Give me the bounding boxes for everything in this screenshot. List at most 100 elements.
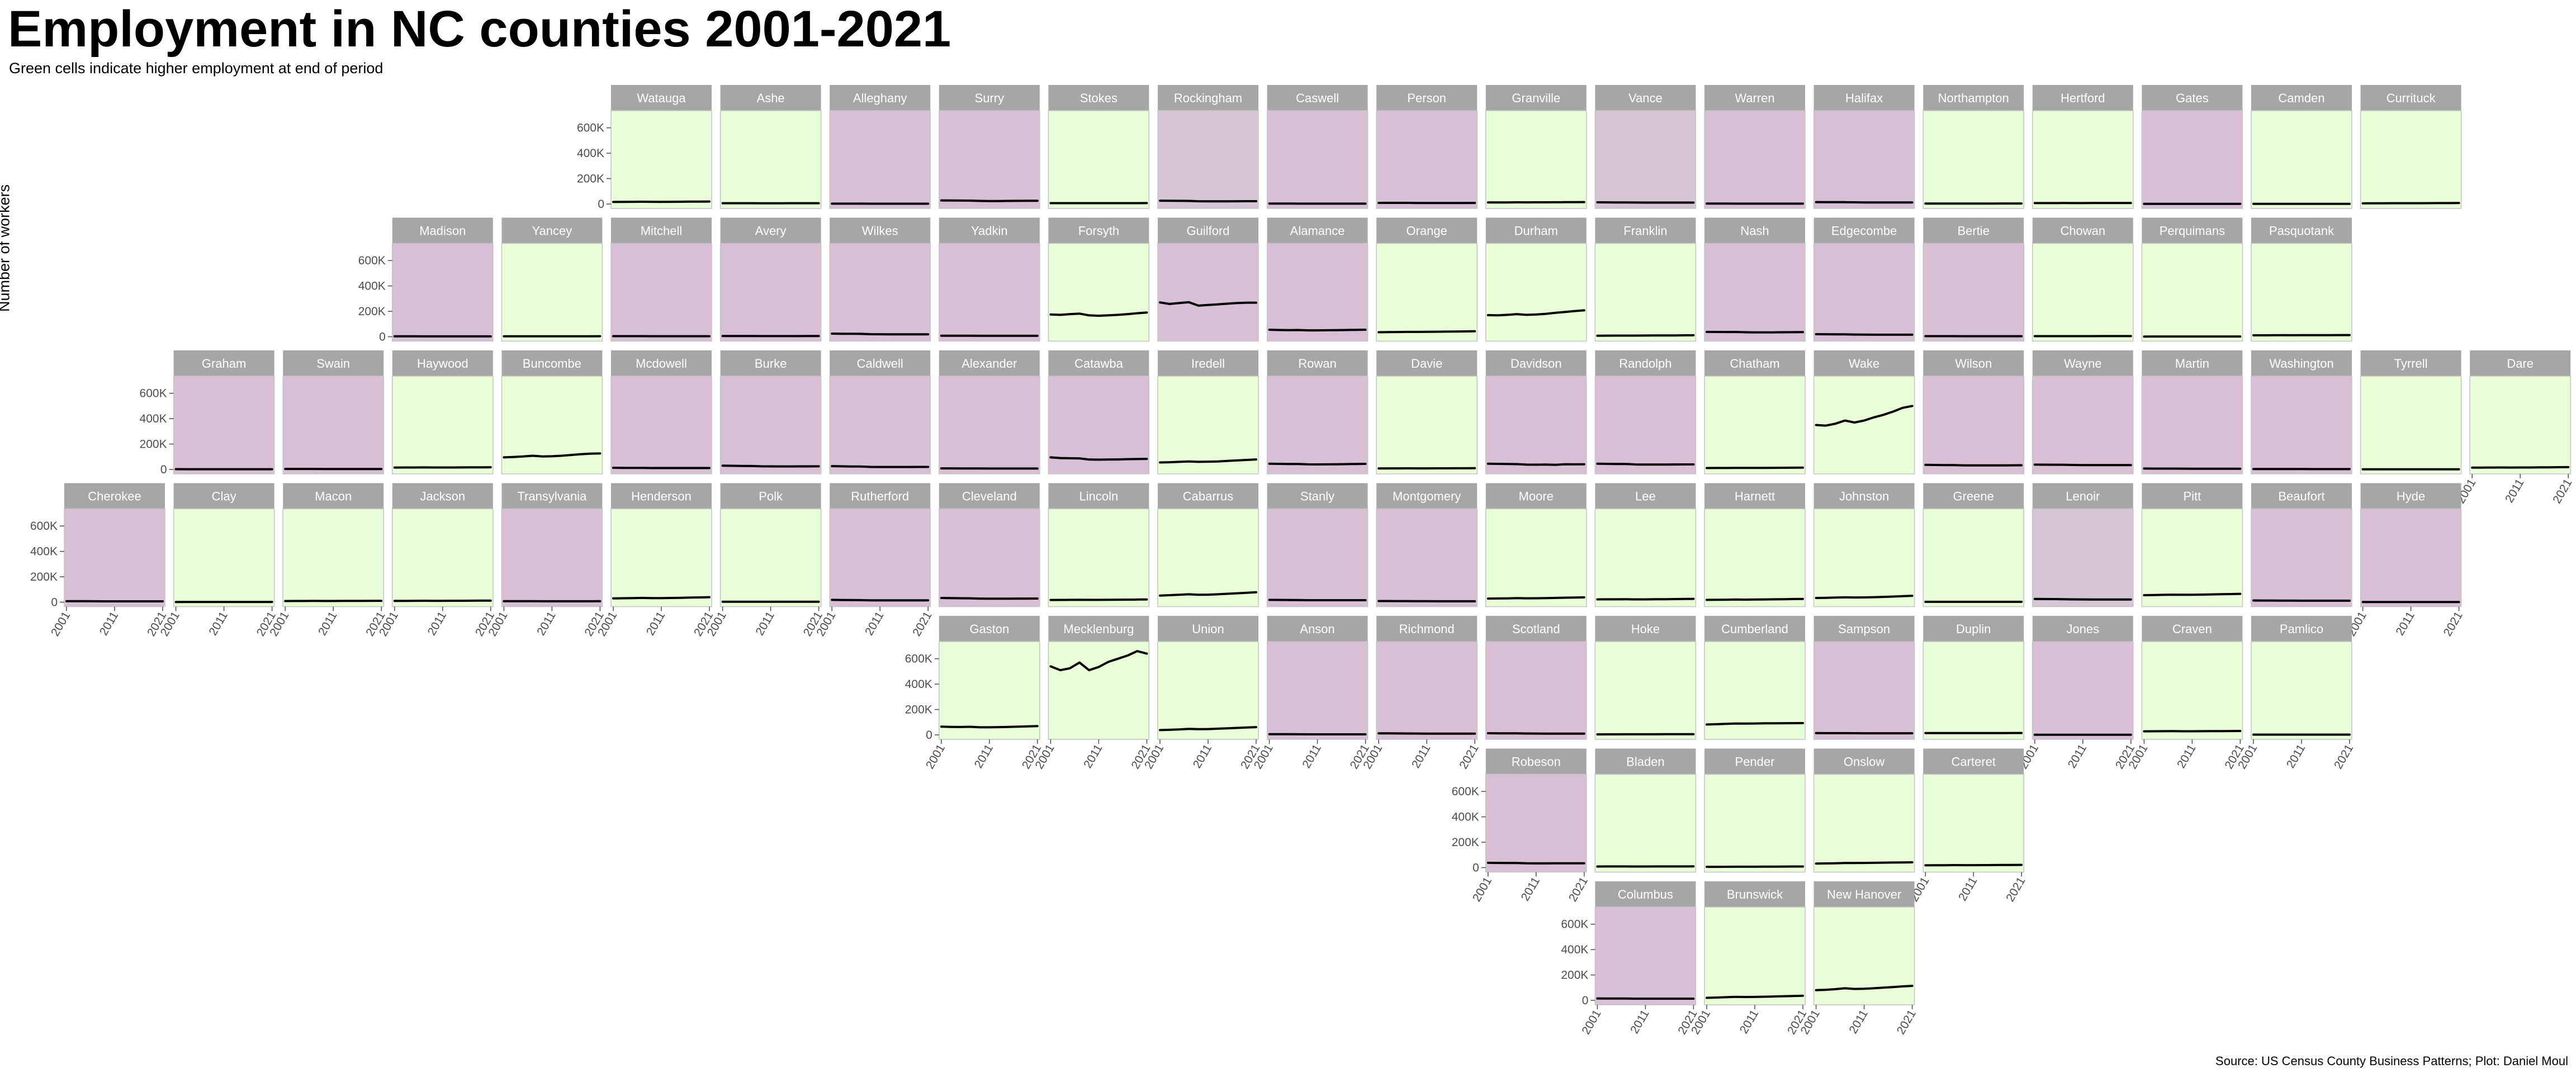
- facet-background: [1376, 641, 1478, 740]
- facet-background: [2251, 110, 2352, 209]
- x-tick-label: 2011: [206, 610, 230, 638]
- facet-strip: [64, 483, 165, 509]
- chart-title: Employment in NC counties 2001-2021: [8, 1, 951, 58]
- facet-panel: Wilson: [1922, 350, 2024, 474]
- facet-strip: [1267, 616, 1368, 642]
- employment-series-line: [1486, 309, 1585, 317]
- facet-strip-label: Washington: [2269, 357, 2333, 371]
- y-tick-label: 600K: [1561, 918, 1588, 931]
- employment-series-line: [1486, 732, 1585, 735]
- facet-strip-label: Martin: [2175, 357, 2209, 371]
- facet-panel: Haywood: [392, 350, 494, 474]
- employment-series-line: [1486, 462, 1585, 466]
- y-tick-label: 200K: [140, 438, 167, 451]
- facet-strip: [1048, 616, 1149, 642]
- facet-background: [2360, 508, 2462, 607]
- facet-strip: [2251, 350, 2352, 376]
- facet-background: [1048, 243, 1150, 342]
- facet-strip: [1704, 881, 1805, 907]
- facet-strip: [1485, 85, 1587, 111]
- facet-strip-label: Davidson: [1510, 357, 1562, 371]
- facet-background: [1376, 376, 1478, 474]
- employment-series-line: [1596, 201, 1695, 204]
- facet-background: [501, 243, 603, 342]
- employment-series-line: [831, 465, 930, 468]
- facet-background: [939, 508, 1040, 607]
- facet-background: [2141, 243, 2243, 342]
- facet-strip: [2032, 616, 2133, 642]
- employment-series-line: [1815, 201, 1914, 204]
- facet-strip: [2032, 483, 2133, 509]
- facet-strip-label: Johnston: [1839, 490, 1889, 504]
- y-tick-label: 400K: [905, 678, 932, 691]
- facet-strip: [1267, 483, 1368, 509]
- facet-strip: [830, 85, 931, 111]
- y-tick-label: 400K: [358, 280, 386, 293]
- facet-strip-label: Swain: [316, 357, 350, 371]
- facet-strip-label: Madison: [419, 224, 466, 238]
- facet-strip: [2032, 350, 2133, 376]
- x-tick-label: 2001: [1579, 1008, 1603, 1037]
- facet-panel: Onslow: [1813, 748, 1915, 873]
- x-tick-label: 2011: [2066, 742, 2090, 771]
- chart-caption: Source: US Census County Business Patter…: [2215, 1054, 2568, 1068]
- facet-strip-label: Pamlico: [2280, 622, 2323, 636]
- employment-series-line: [1815, 333, 1914, 336]
- employment-series-line: [2033, 463, 2132, 467]
- facet-strip-label: Graham: [202, 357, 246, 371]
- employment-series-line: [1596, 334, 1695, 337]
- facet-strip-label: Wayne: [2064, 357, 2102, 371]
- x-tick-label: 2011: [863, 610, 887, 638]
- facet-strip-label: Randolph: [1619, 357, 1671, 371]
- facet-strip: [720, 350, 821, 376]
- facet-strip: [1923, 350, 2024, 376]
- facet-strip-label: Forsyth: [1078, 224, 1119, 238]
- facet-strip-label: Haywood: [417, 357, 468, 371]
- facet-background: [1922, 110, 2024, 209]
- y-tick-label: 0: [1472, 862, 1479, 875]
- employment-series-line: [940, 597, 1039, 600]
- x-tick-label: 2011: [2503, 477, 2527, 505]
- employment-series-line: [1159, 726, 1257, 732]
- facet-background: [1594, 641, 1697, 740]
- facet-strip-label: Camden: [2278, 91, 2324, 105]
- facet-background: [939, 110, 1040, 209]
- y-tick-label: 200K: [577, 173, 604, 186]
- facet-background: [1048, 110, 1150, 209]
- facet-background: [1157, 243, 1259, 342]
- facet-panel: Person: [1376, 85, 1478, 209]
- facet-strip: [939, 217, 1040, 244]
- facet-background: [2251, 641, 2352, 740]
- x-tick-label: 2011: [753, 610, 777, 638]
- x-tick-label: 2021: [2550, 477, 2574, 506]
- facet-strip-label: Mitchell: [641, 224, 683, 238]
- facet-strip-label: Guilford: [1186, 224, 1229, 238]
- facet-panel: Beaufort: [2251, 483, 2352, 607]
- facet-strip-label: Chowan: [2060, 224, 2105, 238]
- y-tick-label: 400K: [140, 412, 167, 425]
- facet-strip-label: Duplin: [1956, 622, 1991, 636]
- facet-background: [1704, 110, 1806, 209]
- employment-series-line: [1815, 595, 1914, 599]
- facet-strip: [2360, 483, 2461, 509]
- facet-background: [2032, 110, 2134, 209]
- facet-strip-label: Clay: [212, 490, 236, 504]
- facet-strip-label: Wake: [1849, 357, 1879, 371]
- facet-panel: Stanly: [1266, 483, 1368, 607]
- facet-background: [1922, 773, 2024, 873]
- facet-panel: Guilford: [1157, 217, 1259, 342]
- facet-panel: Durham: [1485, 217, 1587, 342]
- facet-strip: [392, 217, 493, 244]
- facet-background: [1157, 508, 1259, 607]
- facet-strip-label: Halifax: [1845, 91, 1883, 105]
- x-tick-label: 2011: [1737, 1008, 1761, 1036]
- facet-strip: [392, 350, 493, 376]
- facet-strip: [1376, 217, 1478, 244]
- facet-background: [1813, 376, 1915, 474]
- facet-strip-label: Pitt: [2184, 490, 2201, 504]
- facet-panel: Mcdowell: [610, 350, 712, 474]
